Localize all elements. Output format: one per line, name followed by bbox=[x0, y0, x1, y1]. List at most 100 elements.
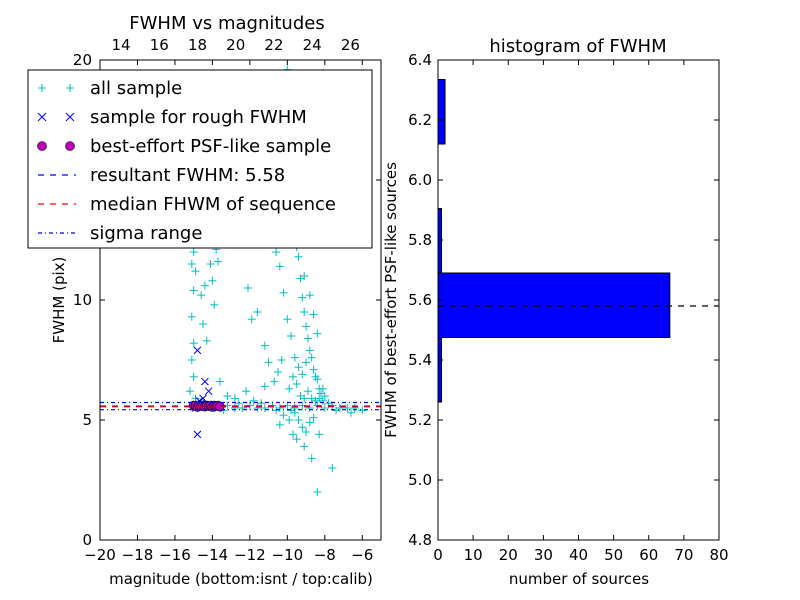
scatter-point bbox=[302, 428, 311, 436]
scatter-point bbox=[273, 368, 282, 376]
scatter-point bbox=[313, 329, 322, 338]
scatter-point bbox=[277, 356, 286, 364]
scatter-point bbox=[335, 404, 344, 412]
scatter-point bbox=[315, 430, 324, 439]
legend-entry: sigma range bbox=[38, 223, 202, 244]
scatter-point bbox=[193, 430, 202, 439]
top-tick-label: 20 bbox=[226, 36, 245, 54]
scatter-ylabel: FWHM (pix) bbox=[50, 257, 68, 344]
scatter-point bbox=[292, 380, 301, 388]
y-tick-label: 10 bbox=[73, 291, 92, 309]
scatter-point bbox=[199, 394, 207, 403]
scatter-point bbox=[350, 404, 359, 412]
scatter-point bbox=[204, 387, 213, 396]
x-tick-label: 40 bbox=[569, 546, 588, 564]
scatter-point bbox=[320, 404, 329, 412]
histogram-title: histogram of FWHM bbox=[489, 36, 666, 57]
legend-label: all sample bbox=[90, 78, 182, 99]
scatter-point bbox=[302, 358, 311, 367]
scatter-point bbox=[253, 308, 262, 316]
x-tick-label: 0 bbox=[433, 546, 443, 564]
scatter-point bbox=[307, 454, 316, 463]
legend-entry: median FHWM of sequence bbox=[38, 194, 336, 215]
scatter-point bbox=[287, 406, 296, 415]
scatter-ticks: −20 −18 −16 −14 −12 −10 −8 −6 14 16 18 20 22 24 26 0 5 10… bbox=[73, 36, 381, 564]
y-tick-label: 5.8 bbox=[408, 231, 432, 249]
y-tick-label: 5.0 bbox=[408, 471, 432, 489]
scatter-point bbox=[187, 312, 196, 321]
scatter-point bbox=[287, 332, 296, 340]
legend-entry: all sample bbox=[38, 78, 182, 99]
top-tick-label: 14 bbox=[111, 36, 130, 54]
legend-marker bbox=[65, 141, 75, 151]
scatter-point bbox=[303, 387, 312, 396]
scatter-point bbox=[343, 404, 352, 412]
scatter-point bbox=[275, 262, 284, 271]
x-tick-label: 50 bbox=[604, 546, 623, 564]
y-tick-label: 4.8 bbox=[408, 531, 432, 549]
scatter-point bbox=[309, 413, 318, 422]
scatter-point bbox=[285, 416, 294, 424]
x-tick-label: −6 bbox=[351, 546, 373, 564]
top-tick-label: 24 bbox=[303, 36, 322, 54]
legend-entry: sample for rough FWHM bbox=[37, 107, 307, 128]
legend-label: sample for rough FWHM bbox=[90, 107, 307, 128]
scatter-point bbox=[298, 293, 307, 302]
scatter-point bbox=[189, 372, 198, 381]
scatter-point bbox=[187, 260, 196, 268]
histogram-panel: histogram of FWHM 0 10 20 30 40 50 60 70 80 4.8 5.… bbox=[382, 36, 729, 588]
y-tick-label: 6.4 bbox=[408, 51, 432, 69]
scatter-point bbox=[305, 418, 314, 427]
histogram-bar bbox=[437, 337, 443, 403]
y-tick-label: 5.4 bbox=[408, 351, 432, 369]
histogram-bar bbox=[437, 79, 446, 145]
scatter-point bbox=[313, 488, 322, 496]
scatter-point bbox=[305, 291, 314, 300]
scatter-point bbox=[283, 315, 292, 324]
scatter-point bbox=[313, 375, 322, 384]
scatter-point bbox=[193, 346, 202, 355]
scatter-point bbox=[285, 384, 294, 393]
scatter-point bbox=[214, 257, 223, 266]
histogram-xlabel: number of sources bbox=[509, 570, 649, 588]
scatter-point bbox=[249, 396, 258, 405]
scatter-point bbox=[260, 382, 269, 391]
scatter-point bbox=[294, 416, 303, 424]
scatter-point bbox=[253, 404, 262, 412]
scatter-point bbox=[230, 404, 239, 412]
scatter-point bbox=[191, 267, 200, 276]
scatter-point bbox=[264, 358, 273, 367]
scatter-point bbox=[208, 276, 217, 285]
scatter-point bbox=[260, 341, 269, 350]
histogram-marks bbox=[437, 79, 719, 403]
scatter-point bbox=[279, 411, 288, 420]
legend-marker bbox=[37, 141, 47, 151]
scatter-point bbox=[215, 377, 224, 386]
scatter-title: FWHM vs magnitudes bbox=[129, 13, 324, 34]
legend-entry: best-effort PSF-like sample bbox=[37, 136, 331, 157]
y-tick-label: 6.0 bbox=[408, 171, 432, 189]
scatter-point bbox=[243, 284, 252, 292]
scatter-point bbox=[294, 252, 303, 261]
legend-marker bbox=[65, 112, 75, 122]
y-tick-label: 5 bbox=[82, 411, 92, 429]
legend-label: resultant FWHM: 5.58 bbox=[90, 165, 285, 186]
y-tick-label: 0 bbox=[82, 531, 92, 549]
scatter-point bbox=[300, 394, 309, 403]
scatter-point bbox=[223, 392, 232, 400]
legend-frame bbox=[27, 69, 373, 249]
scatter-point bbox=[272, 406, 281, 415]
scatter-point bbox=[300, 442, 309, 451]
scatter-point bbox=[288, 372, 297, 381]
scatter-point bbox=[309, 365, 318, 374]
scatter-point bbox=[298, 370, 307, 379]
scatter-point bbox=[210, 300, 219, 309]
scatter-point bbox=[187, 356, 196, 364]
scatter-point bbox=[200, 281, 209, 290]
scatter-point bbox=[292, 435, 301, 444]
y-tick-label: 5.6 bbox=[408, 291, 432, 309]
scatter-point bbox=[272, 248, 281, 256]
scatter-legend: all sample sample for rough FWHM best-effo… bbox=[27, 69, 373, 249]
scatter-point bbox=[302, 322, 311, 331]
scatter-point bbox=[260, 404, 269, 412]
